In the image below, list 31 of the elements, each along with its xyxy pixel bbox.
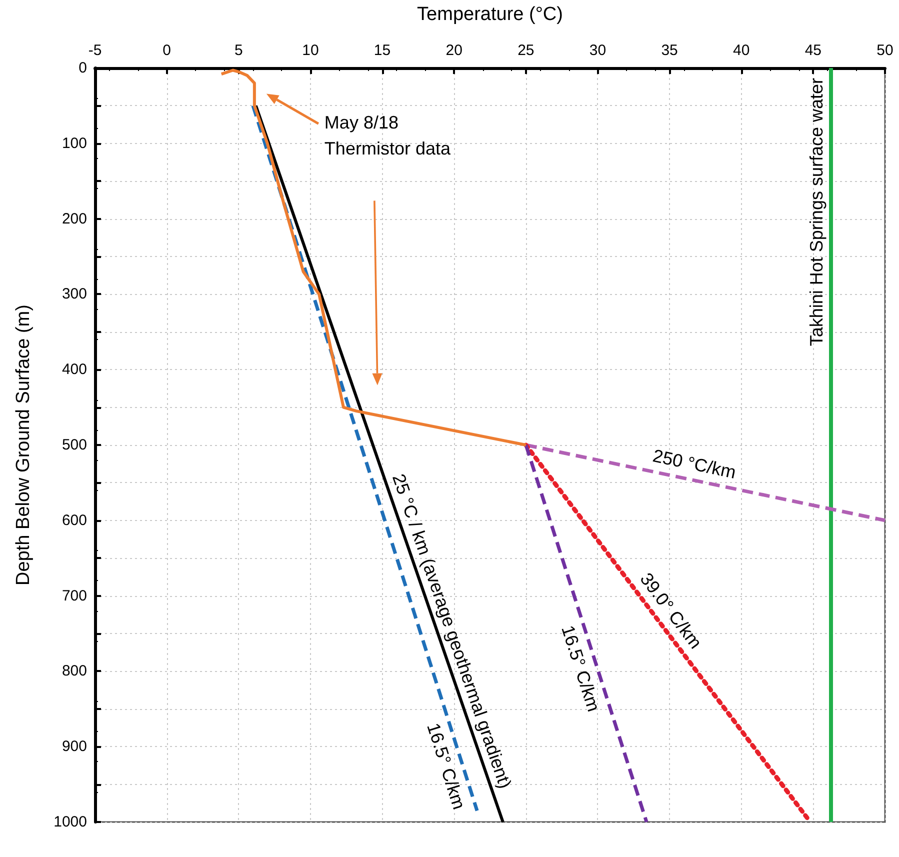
text: 250 °C/km: [651, 446, 738, 482]
x-tick-label: 0: [162, 42, 171, 59]
line-series: [220, 68, 528, 446]
y-tick-label: 600: [62, 512, 87, 529]
y-tick-label: 100: [62, 134, 87, 152]
text: 16.5° C/km: [423, 720, 470, 812]
x-tick-label: 5: [234, 42, 243, 59]
x-axis-title: Temperature (°C): [417, 4, 563, 25]
y-tick-label: 700: [62, 587, 87, 604]
y-tick-label: 0: [78, 60, 87, 76]
ref-line-label: Takhini Hot Springs surface water: [806, 78, 826, 346]
y-tick-label: 300: [62, 286, 87, 303]
y-tick-label: 400: [62, 361, 87, 378]
y-tick-label: 900: [62, 738, 87, 756]
x-tick-label: 35: [661, 42, 678, 59]
text: 16.5° C/km: [558, 623, 604, 714]
x-tick-label: 45: [804, 42, 822, 59]
y-tick-label: 200: [62, 210, 87, 228]
y-axis-title: Depth Below Ground Surface (m): [13, 304, 34, 586]
x-tick-label: 30: [589, 42, 606, 59]
y-tick-label: 800: [62, 662, 87, 680]
y-tick-label: 500: [62, 436, 87, 454]
y-tick-label: 1000: [54, 814, 87, 830]
x-tick-label: 10: [302, 42, 319, 59]
x-tick-label: 15: [374, 42, 391, 59]
x-tick-label: 50: [876, 42, 894, 59]
x-tick-label: 20: [446, 42, 462, 59]
x-tick-label: -5: [88, 42, 102, 59]
x-tick-label: 40: [733, 42, 750, 59]
x-tick-label: 25: [518, 42, 534, 59]
text: May 8/18 Thermistor data: [324, 112, 452, 159]
